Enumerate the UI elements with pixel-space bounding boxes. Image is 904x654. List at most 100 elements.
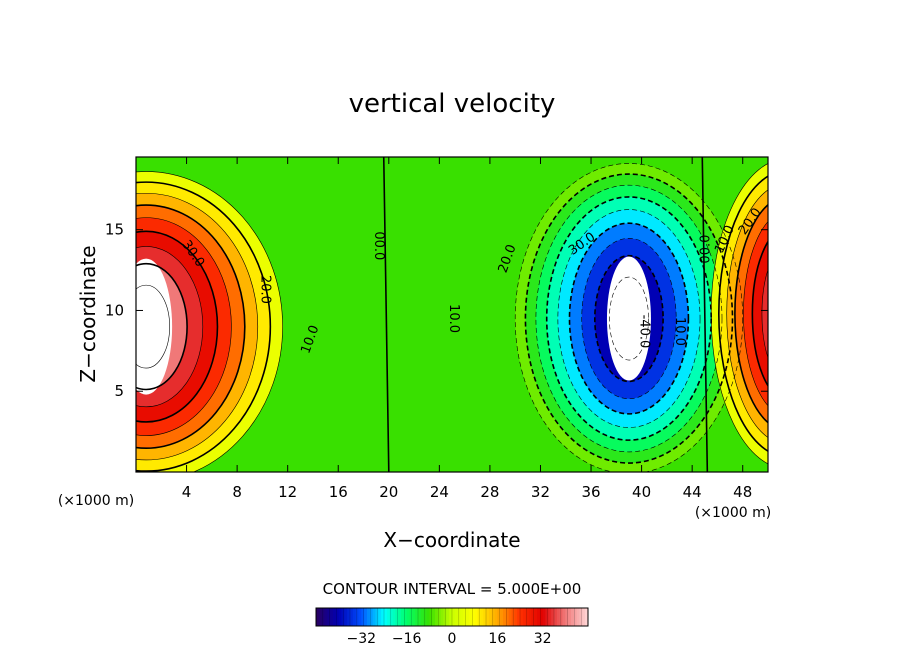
- colorbar-swatch: [443, 608, 447, 626]
- colorbar-swatch: [378, 608, 382, 626]
- colorbar-swatch: [446, 608, 450, 626]
- colorbar-swatch: [466, 608, 470, 626]
- colorbar-swatch: [486, 608, 490, 626]
- contour-line: [734, 203, 768, 424]
- colorbar-swatch: [477, 608, 481, 626]
- colorbar-swatch: [418, 608, 422, 626]
- y-tick-label: 10: [105, 301, 124, 319]
- contour-line: [773, 269, 802, 358]
- colorbar-swatch: [511, 608, 515, 626]
- colorbar-swatch: [545, 608, 549, 626]
- colorbar-swatch: [520, 608, 524, 626]
- colorbar-swatch: [522, 608, 527, 626]
- contour-line: [524, 173, 734, 464]
- contour-label: 00.0: [699, 235, 714, 264]
- zero-contour-line: [701, 157, 709, 472]
- colorbar-swatch: [367, 608, 371, 626]
- contour-line: [710, 163, 768, 465]
- colorbar-tick-label: −32: [347, 631, 377, 647]
- contour-line: [136, 284, 170, 369]
- colorbar-swatch: [534, 608, 538, 626]
- colorbar-swatch: [562, 608, 566, 626]
- contour-label: 10.0: [672, 317, 687, 346]
- colorbar-swatch: [505, 608, 510, 626]
- colorbar-swatch: [350, 608, 354, 626]
- out-of-range-core: [136, 258, 173, 395]
- contour-line: [557, 209, 701, 428]
- x-tick-label: 20: [379, 483, 398, 501]
- colorbar-swatch: [369, 608, 374, 626]
- colorbar-swatch: [556, 608, 561, 626]
- colorbar-swatch: [358, 608, 362, 626]
- colorbar-swatch: [531, 608, 535, 626]
- contour-label: -40.0: [637, 315, 652, 349]
- colorbar-swatch: [327, 608, 331, 626]
- colorbar-swatch: [542, 608, 546, 626]
- x-tick-label: 32: [531, 483, 550, 501]
- colorbar-swatch: [316, 608, 320, 626]
- colorbar-swatch: [568, 608, 572, 626]
- colorbar-swatch: [579, 608, 583, 626]
- colorbar-swatch: [491, 608, 495, 626]
- contour-line: [136, 230, 219, 423]
- colorbar-swatch: [324, 608, 328, 626]
- colorbar-swatch: [333, 608, 337, 626]
- y-tick-label: 5: [114, 382, 124, 400]
- colorbar-swatch: [457, 608, 461, 626]
- colorbar-swatch: [403, 608, 408, 626]
- colorbar-swatch: [503, 608, 507, 626]
- colorbar-swatch: [517, 608, 521, 626]
- colorbar-swatch: [548, 608, 552, 626]
- colorbar-swatch: [471, 608, 476, 626]
- x-tick-label: 16: [329, 483, 348, 501]
- colorbar-swatch: [389, 608, 393, 626]
- x-axis-ticks: 4 8 12 16 20 24 28 32 36 40 44 48: [182, 157, 752, 501]
- contour-label: 10.0: [446, 304, 461, 333]
- filled-contours: [136, 163, 768, 472]
- colorbar-swatch: [375, 608, 379, 626]
- contour-line: [136, 181, 272, 472]
- contour-line: [136, 262, 188, 391]
- colorbar-swatch: [364, 608, 368, 626]
- x-tick-label: 36: [581, 483, 600, 501]
- colorbar-swatch: [559, 608, 563, 626]
- y-axis-label: Z−coordinate: [76, 245, 100, 382]
- colorbar-swatch: [514, 608, 518, 626]
- contour-line: [743, 221, 768, 407]
- colorbar-swatch: [429, 608, 433, 626]
- contour-line: [718, 175, 768, 453]
- contour-line: [514, 163, 743, 472]
- colorbar-swatch: [582, 608, 586, 626]
- colorbar-swatch: [488, 608, 493, 626]
- zero-contour-line: [382, 157, 390, 472]
- colorbar-swatch: [551, 608, 555, 626]
- chart-title: vertical velocity: [349, 89, 556, 119]
- x-tick-label: 28: [480, 483, 499, 501]
- colorbar-swatch: [483, 608, 487, 626]
- colorbar-swatch: [372, 608, 376, 626]
- x-axis-label: X−coordinate: [383, 528, 520, 552]
- x-tick-label: 48: [733, 483, 752, 501]
- colorbar-swatch: [437, 608, 442, 626]
- colorbar-ticks: −32 −16 0 16 32: [347, 631, 552, 647]
- colorbar-swatch: [344, 608, 348, 626]
- colorbar-swatch: [341, 608, 345, 626]
- contour-line: [136, 217, 232, 436]
- colorbar-swatch: [406, 608, 410, 626]
- contour-label: 00.0: [371, 231, 386, 260]
- colorbar-swatch: [585, 608, 589, 626]
- colorbar-swatch: [454, 608, 459, 626]
- z-unit-label: (×1000 m): [58, 493, 134, 509]
- colorbar-swatch: [423, 608, 427, 626]
- contour-band: [752, 241, 768, 386]
- contour-field: [136, 157, 802, 472]
- contour-line: [761, 268, 768, 359]
- contour-line: [751, 240, 768, 388]
- x-tick-label: 8: [232, 483, 242, 501]
- x-tick-label: 44: [683, 483, 702, 501]
- colorbar-swatch: [497, 608, 501, 626]
- colorbar-swatch: [494, 608, 498, 626]
- colorbar-swatch: [508, 608, 512, 626]
- contour-line: [136, 204, 246, 449]
